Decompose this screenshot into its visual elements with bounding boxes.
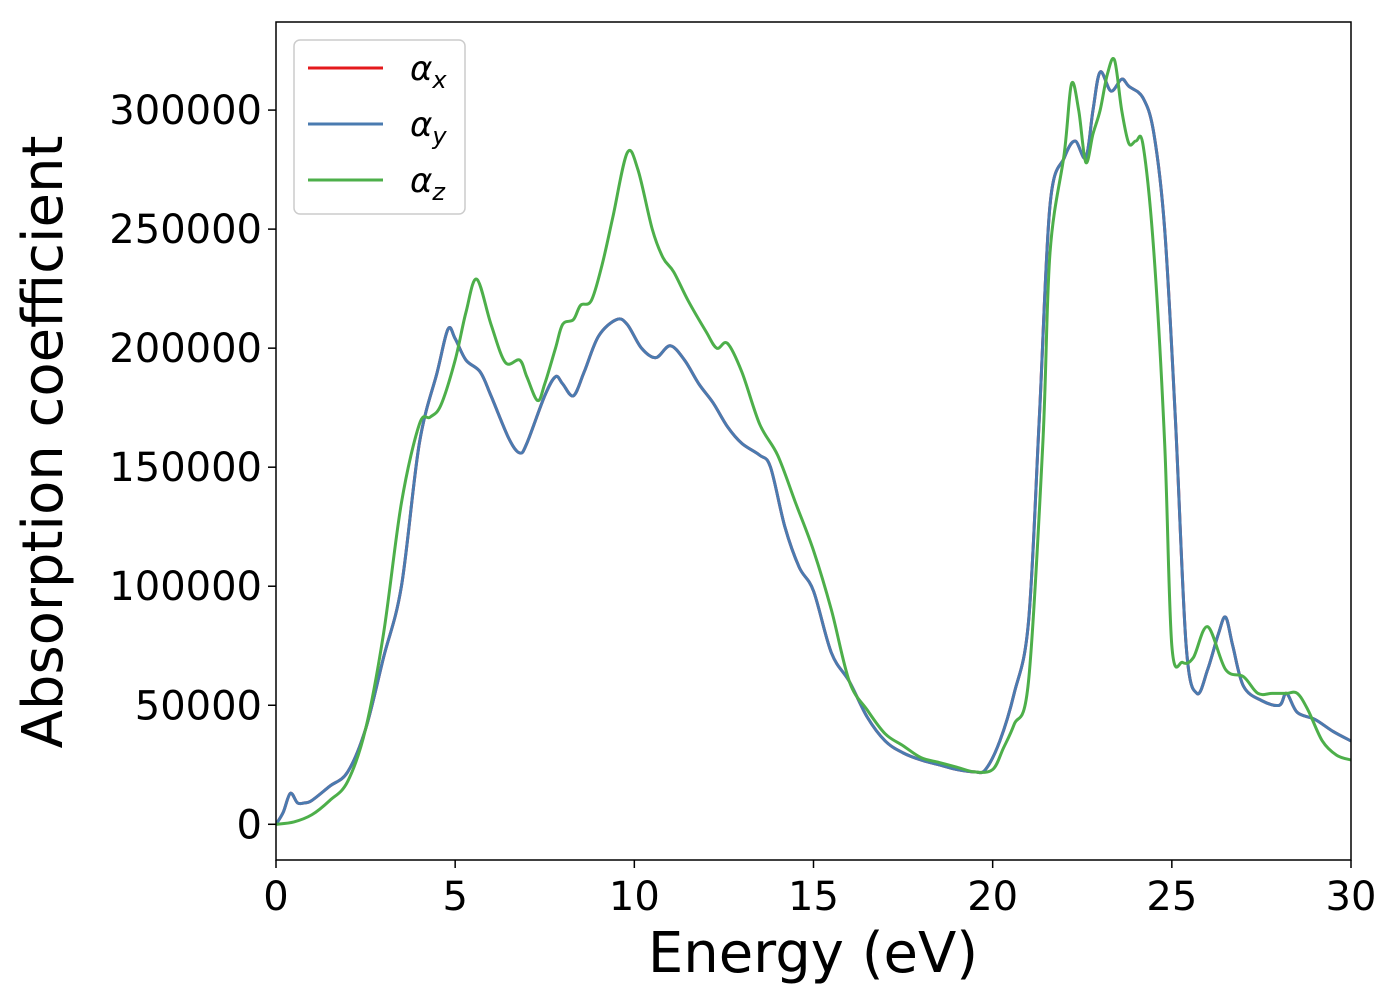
x-tick-label: 10 bbox=[609, 874, 660, 920]
series-line-z bbox=[276, 57, 1351, 826]
legend-label-x: αx bbox=[410, 49, 447, 94]
x-axis-ticks: 0 5 10 15 20 25 30 bbox=[263, 860, 1376, 920]
legend-box bbox=[293, 39, 466, 215]
x-tick-label: 25 bbox=[1146, 874, 1197, 920]
y-axis-label: Absorption coefficient bbox=[11, 136, 76, 749]
legend: αx αy αz bbox=[293, 39, 466, 215]
y-tick-label: 0 bbox=[237, 802, 262, 848]
y-tick-label: 300000 bbox=[109, 88, 262, 134]
legend-label-y: αy bbox=[410, 105, 447, 150]
y-tick-label: 250000 bbox=[109, 207, 262, 253]
legend-label-z: αz bbox=[410, 161, 446, 206]
series-line-y bbox=[276, 70, 1351, 826]
x-axis-label: Energy (eV) bbox=[648, 921, 978, 986]
x-tick-label: 0 bbox=[263, 874, 288, 920]
x-tick-label: 30 bbox=[1326, 874, 1377, 920]
y-tick-label: 50000 bbox=[135, 683, 262, 729]
y-tick-label: 150000 bbox=[109, 445, 262, 491]
x-tick-label: 5 bbox=[442, 874, 467, 920]
y-axis-ticks: 0 50000 100000 150000 200000 250000 300000 bbox=[109, 88, 276, 848]
x-tick-label: 15 bbox=[788, 874, 839, 920]
series-layer bbox=[276, 57, 1351, 826]
y-tick-label: 100000 bbox=[109, 564, 262, 610]
y-tick-label: 200000 bbox=[109, 326, 262, 372]
x-tick-label: 20 bbox=[967, 874, 1018, 920]
